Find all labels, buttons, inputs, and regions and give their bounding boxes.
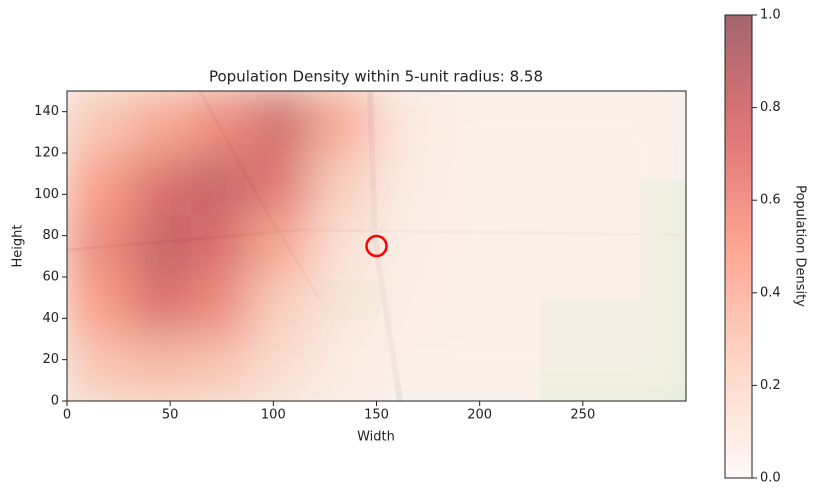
heat-cell [252, 91, 316, 154]
heat-cell [190, 277, 254, 340]
x-tick-label: 250 [570, 408, 595, 423]
y-axis-label: Height [11, 225, 26, 268]
chart-title: Population Density within 5-unit radius:… [209, 68, 543, 86]
heat-cell [376, 339, 439, 401]
colorbar-tick-label: 0.8 [760, 100, 781, 115]
heat-cell [624, 91, 686, 154]
heat-cell [128, 153, 192, 216]
heat-cell [562, 91, 625, 154]
heat-cell [624, 277, 686, 340]
y-tick-label: 100 [34, 187, 59, 202]
heat-cell [128, 339, 192, 401]
heat-cell [252, 277, 316, 340]
x-axis-label: Width [357, 430, 395, 445]
colorbar-tick-label: 1.0 [760, 8, 781, 23]
heat-cell [624, 153, 686, 216]
heat-cell [314, 91, 377, 154]
heat-cell [128, 215, 192, 278]
y-tick-label: 20 [42, 352, 59, 367]
heat-cell [624, 339, 686, 401]
y-tick-label: 0 [51, 394, 59, 409]
colorbar-label: Population Density [793, 185, 808, 307]
colorbar-tick-label: 0.4 [760, 285, 781, 300]
heat-cell [562, 339, 625, 401]
heat-cell [562, 215, 625, 278]
heat-cell [500, 153, 563, 216]
heat-cell [190, 339, 254, 401]
heat-cell [67, 215, 130, 278]
heat-cell [500, 277, 563, 340]
heat-cell [562, 277, 625, 340]
heat-cell [438, 215, 501, 278]
colorbar [724, 14, 753, 479]
location-marker [365, 234, 388, 258]
heat-cell [438, 153, 501, 216]
colorbar-tick-label: 0.2 [760, 378, 781, 393]
heat-cell [67, 153, 130, 216]
heat-cell [314, 339, 377, 401]
heat-cell [500, 215, 563, 278]
heat-cell [438, 277, 501, 340]
heat-cell [314, 277, 377, 340]
heat-cell [190, 215, 254, 278]
heat-cell [190, 91, 254, 154]
heat-cell [500, 339, 563, 401]
x-tick-label: 100 [261, 408, 286, 423]
heat-cell [376, 277, 439, 340]
heat-cell [624, 215, 686, 278]
heat-cell [376, 153, 439, 216]
heatmap-layer [67, 91, 686, 401]
heat-cell [67, 277, 130, 340]
y-tick-label: 40 [42, 311, 59, 326]
heat-cell [252, 339, 316, 401]
colorbar-tick-label: 0.0 [760, 471, 781, 486]
heat-cell [128, 91, 192, 154]
colorbar-tick-label: 0.6 [760, 193, 781, 208]
heat-cell [252, 215, 316, 278]
heat-cell [500, 91, 563, 154]
heat-cell [438, 339, 501, 401]
heat-cell [314, 153, 377, 216]
heat-cell [438, 91, 501, 154]
x-tick-label: 0 [63, 408, 71, 423]
heat-cell [128, 277, 192, 340]
heat-cell [190, 153, 254, 216]
heat-cell [376, 91, 439, 154]
heat-cell [67, 91, 130, 154]
x-tick-label: 150 [364, 408, 389, 423]
y-tick-label: 120 [34, 146, 59, 161]
x-tick-label: 200 [467, 408, 492, 423]
y-tick-label: 140 [34, 104, 59, 119]
heat-cell [252, 153, 316, 216]
heat-cell [562, 153, 625, 216]
heat-cell [67, 339, 130, 401]
y-tick-label: 80 [42, 228, 59, 243]
x-tick-label: 50 [162, 408, 179, 423]
y-tick-label: 60 [42, 270, 59, 285]
